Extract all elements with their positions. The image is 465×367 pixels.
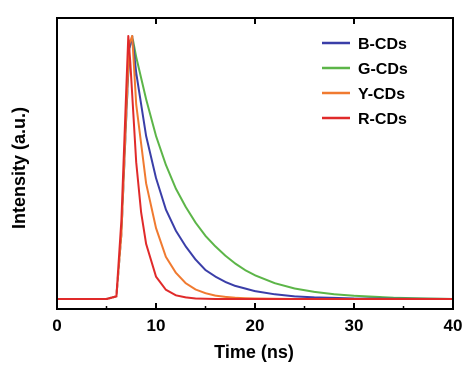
y-axis-title: Intensity (a.u.) bbox=[9, 107, 29, 229]
ticks-layer: 0 10 20 30 40 bbox=[52, 18, 462, 335]
legend-label-b-cds: B-CDs bbox=[358, 36, 407, 53]
series-layer bbox=[57, 35, 454, 300]
x-tick-label: 0 bbox=[52, 316, 61, 335]
legend-label-r-cds: R-CDs bbox=[358, 111, 407, 128]
series-line-r-cds bbox=[57, 35, 453, 300]
x-tick-label: 20 bbox=[246, 316, 265, 335]
x-axis-title: Time (ns) bbox=[214, 342, 294, 362]
x-tick-label: 10 bbox=[147, 316, 166, 335]
x-tick-label: 30 bbox=[345, 316, 364, 335]
legend: B-CDs G-CDs Y-CDs R-CDs bbox=[322, 36, 408, 128]
legend-label-g-cds: G-CDs bbox=[358, 61, 408, 78]
legend-label-y-cds: Y-CDs bbox=[358, 86, 405, 103]
x-tick-label: 40 bbox=[444, 316, 463, 335]
